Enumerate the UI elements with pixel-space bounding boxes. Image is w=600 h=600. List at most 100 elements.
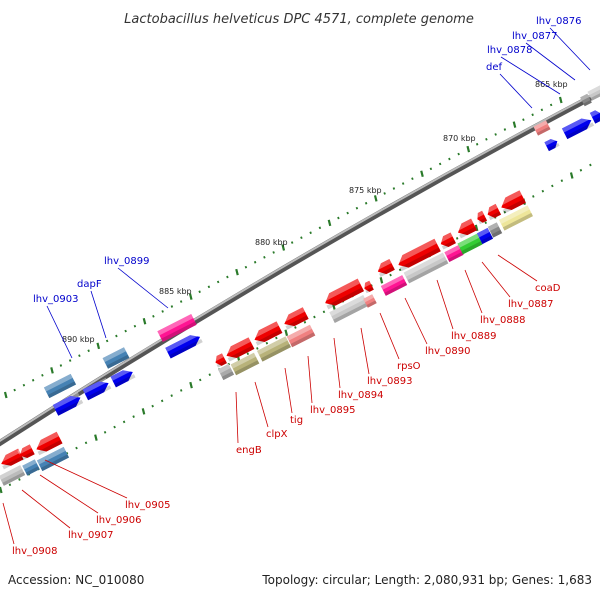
inner-tick: [303, 320, 307, 324]
outer-tick: [466, 145, 471, 153]
forward-gene-feature[interactable]: [561, 114, 595, 140]
accession-text: Accession: NC_010080: [8, 573, 145, 587]
gene-label[interactable]: lhv_0908: [12, 546, 57, 557]
forward-gene-feature[interactable]: [544, 136, 560, 152]
gene-label[interactable]: lhv_0899: [104, 256, 149, 267]
gene-label[interactable]: engB: [236, 445, 262, 456]
gene-label[interactable]: lhv_0887: [508, 299, 553, 310]
reverse-gene-feature[interactable]: [395, 238, 441, 272]
forward-gene-feature[interactable]: [82, 377, 112, 401]
gene-label[interactable]: lhv_0889: [451, 331, 496, 342]
label-leader-line: [436, 279, 454, 330]
secondary-gene-feature[interactable]: [217, 363, 235, 381]
outer-tick: [346, 211, 349, 215]
gene-label[interactable]: lhv_0893: [367, 376, 412, 387]
gene-label[interactable]: rpsO: [397, 361, 421, 372]
secondary-gene-feature[interactable]: [476, 227, 494, 245]
secondary-gene-feature[interactable]: [457, 233, 483, 255]
inner-tick: [322, 310, 326, 314]
reverse-gene-feature[interactable]: [375, 259, 395, 277]
forward-gene-feature[interactable]: [52, 392, 84, 416]
forward-secondary-feature[interactable]: [157, 314, 197, 342]
gene-label[interactable]: lhv_0876: [536, 16, 581, 27]
forward-gene-feature[interactable]: [165, 331, 203, 359]
secondary-gene-feature[interactable]: [363, 294, 377, 308]
map-title: Lactobacillus helveticus DPC 4571, compl…: [124, 12, 474, 27]
secondary-gene-feature[interactable]: [0, 465, 26, 486]
reverse-gene-feature[interactable]: [33, 431, 63, 456]
forward-secondary-feature[interactable]: [43, 373, 77, 399]
outer-tick: [503, 128, 507, 131]
gene-label[interactable]: lhv_0894: [338, 390, 383, 401]
reverse-gene-feature[interactable]: [484, 203, 502, 221]
secondary-gene-feature[interactable]: [487, 222, 503, 238]
inner-tick: [246, 352, 250, 356]
reverse-gene-feature[interactable]: [251, 321, 283, 346]
reverse-gene-feature[interactable]: [322, 278, 364, 310]
kbp-label: 880 kbp: [255, 238, 288, 247]
gene-label[interactable]: clpX: [266, 429, 288, 440]
reverse-gene-feature[interactable]: [455, 218, 477, 239]
outer-tick: [383, 192, 386, 195]
gene-label[interactable]: tig: [290, 415, 303, 426]
label-leader-line: [481, 261, 511, 298]
inner-tick: [132, 415, 135, 418]
outer-tick: [207, 285, 211, 289]
reverse-gene-feature[interactable]: [0, 448, 24, 470]
secondary-gene-feature[interactable]: [22, 459, 40, 476]
outer-tick: [152, 314, 155, 318]
secondary-gene-feature[interactable]: [257, 336, 291, 362]
gene-label[interactable]: lhv_0906: [96, 515, 141, 526]
gene-label[interactable]: lhv_0895: [310, 405, 355, 416]
label-leader-line: [549, 27, 591, 71]
inner-tick: [284, 329, 289, 337]
gene-label[interactable]: def: [486, 62, 503, 73]
gene-label[interactable]: coaD: [535, 283, 561, 294]
outer-tick: [253, 260, 257, 264]
forward-secondary-feature[interactable]: [102, 347, 130, 369]
gene-label[interactable]: lhv_0890: [425, 346, 470, 357]
outer-tick: [198, 290, 201, 294]
label-leader-line: [117, 267, 169, 309]
reverse-gene-feature[interactable]: [438, 232, 456, 250]
reverse-gene-feature[interactable]: [213, 353, 227, 368]
outer-tick: [558, 96, 563, 104]
reverse-gene-feature[interactable]: [362, 280, 374, 294]
inner-tick: [455, 237, 459, 240]
inner-tick: [189, 381, 193, 389]
reverse-gene-feature[interactable]: [281, 307, 309, 330]
forward-secondary-feature[interactable]: [533, 120, 551, 136]
secondary-gene-feature[interactable]: [230, 352, 260, 376]
forward-gene-feature[interactable]: [589, 108, 600, 124]
forward-gene-feature[interactable]: [110, 366, 136, 388]
reverse-gene-feature[interactable]: [223, 337, 255, 362]
outer-tick: [429, 167, 433, 171]
forward-secondary-feature[interactable]: [580, 93, 592, 107]
inner-tick: [398, 268, 402, 272]
reverse-gene-feature[interactable]: [498, 190, 526, 214]
secondary-gene-feature[interactable]: [444, 244, 464, 263]
secondary-gene-feature[interactable]: [329, 295, 369, 323]
reverse-gene-feature[interactable]: [474, 210, 488, 225]
outer-tick: [281, 244, 286, 251]
secondary-gene-feature[interactable]: [499, 205, 533, 231]
secondary-gene-feature[interactable]: [36, 446, 70, 472]
gene-label[interactable]: dapF: [77, 279, 102, 290]
gene-label[interactable]: lhv_0905: [125, 500, 170, 511]
forward-secondary-feature[interactable]: [587, 85, 600, 101]
secondary-gene-feature[interactable]: [403, 252, 449, 284]
outer-tick: [87, 349, 90, 353]
label-leader-line: [44, 459, 128, 499]
gene-label[interactable]: lhv_0877: [512, 31, 557, 42]
secondary-gene-feature[interactable]: [286, 324, 316, 348]
gene-label[interactable]: lhv_0903: [33, 294, 78, 305]
inner-tick: [294, 326, 297, 329]
inner-tick: [113, 425, 116, 429]
outer-tick: [96, 342, 101, 350]
reverse-gene-feature[interactable]: [17, 444, 35, 461]
secondary-gene-feature[interactable]: [380, 275, 408, 296]
gene-label[interactable]: lhv_0888: [480, 315, 525, 326]
gene-label[interactable]: lhv_0878: [487, 45, 532, 56]
gene-label[interactable]: lhv_0907: [68, 530, 113, 541]
